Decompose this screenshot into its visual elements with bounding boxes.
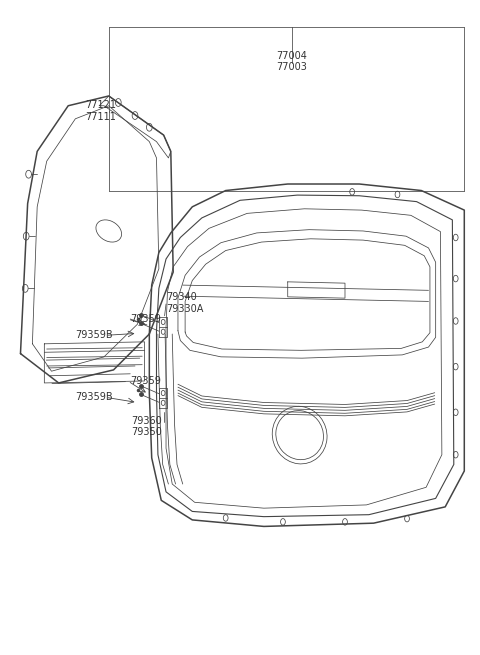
Text: 79359B: 79359B: [75, 330, 113, 341]
Text: 79359: 79359: [130, 314, 161, 324]
Text: 79360
79350: 79360 79350: [131, 416, 162, 438]
Text: 79359: 79359: [130, 376, 161, 386]
Text: 77004
77003: 77004 77003: [276, 50, 307, 72]
Text: 79340
79330A: 79340 79330A: [166, 292, 204, 314]
Text: 79359B: 79359B: [75, 392, 113, 402]
Text: 77121
77111: 77121 77111: [85, 100, 116, 122]
